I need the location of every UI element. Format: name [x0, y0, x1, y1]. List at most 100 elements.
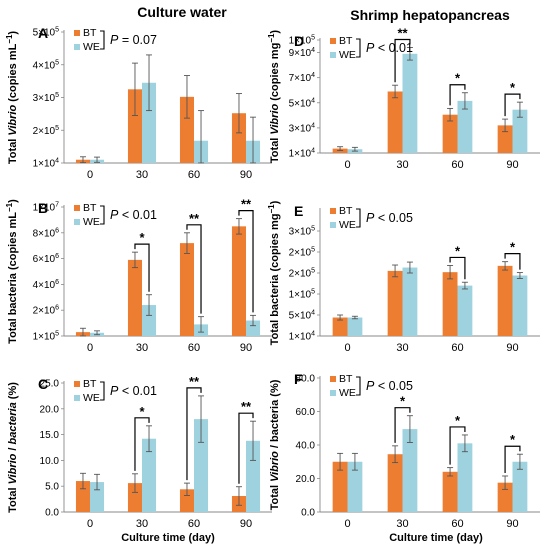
y-axis-label: Total bacteria (copies mL−1) [5, 199, 19, 344]
y-axis-label: Total bacteria (copies mg−1) [267, 200, 281, 345]
legend-label: BT [83, 27, 97, 39]
sig-bracket [186, 224, 202, 314]
sig-label: ** [189, 211, 200, 226]
y-tick-label: 2×106 [33, 305, 60, 317]
bar-bt [231, 113, 246, 163]
x-tick-label: 0 [87, 342, 93, 354]
bar-we [402, 267, 418, 336]
y-tick-label: 1×104 [33, 158, 60, 170]
sig-bracket [134, 243, 150, 292]
bar-bt [332, 317, 348, 336]
sig-label: ** [189, 374, 200, 389]
panels: A 1×104 2×105 3×105 4×105 5×105 0 30 60 90 BT WE P =… [5, 25, 540, 530]
x-tick-label: 90 [506, 342, 518, 354]
y-tick-label: 4×106 [33, 279, 60, 291]
y-tick-label: 3×104 [289, 122, 316, 134]
legend-swatch-we [74, 219, 80, 225]
y-tick-label: 20.0 [296, 474, 316, 485]
x-tick-label: 30 [396, 342, 408, 354]
stat-label: P < 0.05 [366, 211, 413, 225]
y-tick-label: 80.0 [296, 374, 316, 385]
y-tick-label: 60.0 [296, 407, 316, 418]
bar-we [457, 100, 473, 153]
legend-swatch-we [330, 52, 336, 58]
legend-label: BT [339, 373, 353, 385]
sig-label: * [139, 404, 145, 419]
legend-label: BT [339, 205, 353, 217]
panel-a: A 1×104 2×105 3×105 4×105 5×105 0 30 60 90 BT WE P =… [5, 25, 272, 181]
legend-label: WE [339, 387, 356, 399]
sig-bracket [504, 445, 521, 473]
sig-bracket [449, 84, 466, 106]
legend-label: WE [339, 219, 356, 231]
legend-label: WE [83, 392, 100, 404]
legend-label: BT [83, 202, 97, 214]
bar-bt [387, 270, 403, 336]
bar-bt [497, 482, 513, 512]
stat-label: P = 0.07 [110, 33, 157, 47]
legend-bracket [356, 38, 361, 58]
bar-bt [179, 96, 194, 163]
legend-label: BT [83, 378, 97, 390]
legend-bracket [100, 205, 105, 225]
legend-swatch-we [74, 44, 80, 50]
right-title: Shrimp hepatopancreas [350, 7, 510, 23]
legend-label: WE [83, 216, 100, 228]
bar-we [402, 53, 418, 153]
bar-we [246, 440, 261, 512]
y-tick-label: 20.0 [40, 404, 60, 415]
y-tick-label: 5×104 [289, 310, 316, 322]
legend-bracket [356, 376, 361, 396]
y-tick-label: 7×104 [289, 72, 316, 84]
x-tick-label: 30 [396, 159, 408, 171]
bar-bt [332, 461, 348, 512]
panel-e: E 1×104 5×104 1×105 2×105 2×105 3×105 0 30 60 90 * *… [267, 200, 540, 354]
legend-swatch-bt [74, 30, 80, 36]
panel-label: F [294, 371, 303, 387]
y-tick-label: 2×105 [289, 247, 316, 259]
legend-swatch-we [74, 395, 80, 401]
bar-we [194, 419, 209, 512]
x-tick-label: 30 [136, 342, 148, 354]
bar-bt [442, 471, 458, 512]
right-xlabel: Culture time (day) [389, 532, 483, 544]
bar-bt [127, 259, 142, 336]
bar-we [457, 285, 473, 336]
sig-bracket [394, 407, 411, 443]
sig-label: * [510, 240, 516, 255]
x-tick-label: 0 [344, 518, 350, 530]
x-tick-label: 90 [240, 169, 252, 181]
sig-label: * [455, 243, 461, 258]
sig-bracket [449, 256, 466, 280]
x-tick-label: 30 [136, 169, 148, 181]
legend-label: WE [339, 49, 356, 61]
stat-label: P < 0.01 [110, 384, 157, 398]
x-tick-label: 60 [188, 342, 200, 354]
legend-swatch-bt [330, 376, 336, 382]
y-tick-label: 3×105 [33, 92, 60, 104]
y-tick-label: 6×106 [33, 253, 60, 265]
y-tick-label: 25.0 [40, 379, 60, 390]
bar-we [512, 275, 528, 336]
bar-we [402, 429, 418, 512]
y-tick-label: 8×106 [33, 227, 60, 239]
bar-bt [497, 125, 513, 153]
bar-bt [497, 265, 513, 336]
legend-swatch-we [330, 390, 336, 396]
x-tick-label: 0 [87, 169, 93, 181]
sig-label: * [510, 432, 516, 447]
y-tick-label: 9×104 [289, 47, 316, 59]
y-tick-label: 3×105 [289, 226, 316, 238]
bar-bt [387, 91, 403, 153]
y-axis-label: Total Vibrio / bacteria (%) [7, 382, 19, 513]
sig-label: * [455, 71, 461, 86]
y-axis-label: Total Vibrio / bacteria (%) [269, 379, 281, 510]
y-tick-label: 1×105 [33, 331, 60, 343]
legend-bracket [100, 30, 105, 50]
sig-label: * [139, 230, 145, 245]
bar-we [347, 461, 363, 512]
y-tick-label: 2×105 [289, 268, 316, 280]
